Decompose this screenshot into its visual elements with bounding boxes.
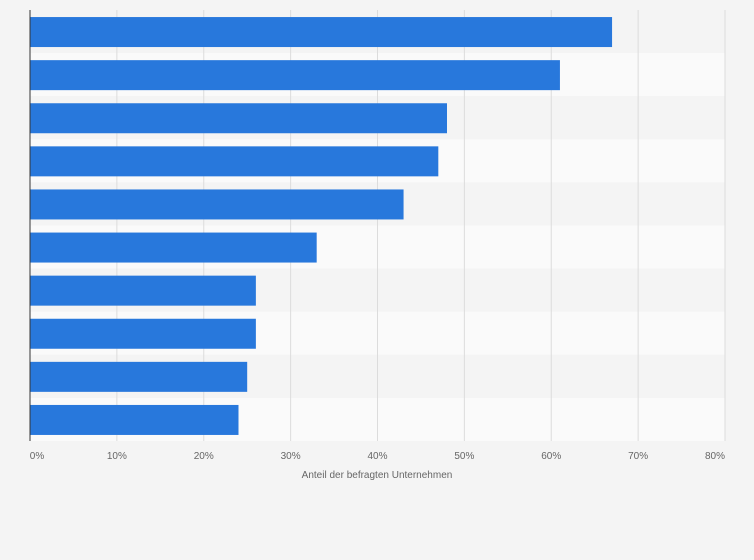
bar[interactable] bbox=[30, 318, 256, 349]
x-tick-label: 20% bbox=[194, 451, 214, 462]
x-tick-labels: 0% 10% 20% 30% 40% 50% 60% 70% 80% bbox=[30, 451, 725, 462]
x-tick-label: 80% bbox=[705, 451, 725, 462]
x-tick-label: 60% bbox=[541, 451, 561, 462]
x-tick-label: 30% bbox=[281, 451, 301, 462]
bar[interactable] bbox=[30, 189, 404, 220]
bar[interactable] bbox=[30, 146, 439, 177]
x-tick-label: 70% bbox=[628, 451, 648, 462]
bar[interactable] bbox=[30, 60, 560, 91]
x-tick-label: 10% bbox=[107, 451, 127, 462]
x-tick-label: 40% bbox=[367, 451, 387, 462]
bar[interactable] bbox=[30, 275, 256, 306]
bar[interactable] bbox=[30, 404, 239, 435]
x-tick-label: 50% bbox=[454, 451, 474, 462]
bars bbox=[30, 17, 613, 435]
bar[interactable] bbox=[30, 17, 613, 48]
bar[interactable] bbox=[30, 361, 248, 392]
x-axis-title: Anteil der befragten Unternehmen bbox=[302, 470, 453, 481]
x-tick-label: 0% bbox=[30, 451, 45, 462]
bar[interactable] bbox=[30, 232, 317, 263]
bar[interactable] bbox=[30, 103, 447, 134]
